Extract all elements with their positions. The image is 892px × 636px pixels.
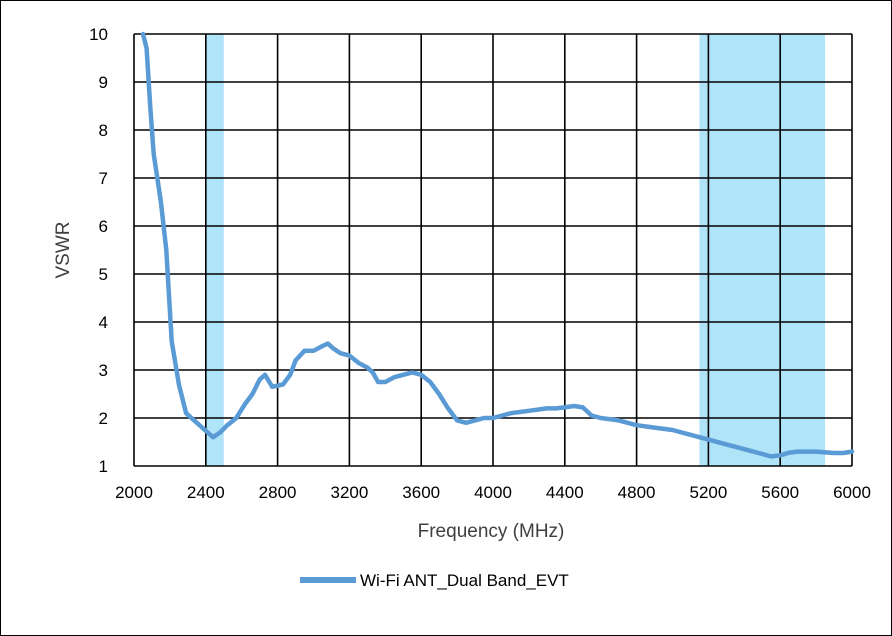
y-tick-label: 10 xyxy=(89,25,108,44)
x-tick-label: 4000 xyxy=(474,483,512,502)
y-tick-label: 3 xyxy=(99,361,108,380)
y-tick-label: 8 xyxy=(99,121,108,140)
y-tick-label: 5 xyxy=(99,265,108,284)
y-tick-label: 4 xyxy=(99,313,108,332)
x-tick-label: 4800 xyxy=(618,483,656,502)
y-tick-label: 9 xyxy=(99,73,108,92)
grid-lines xyxy=(133,33,853,467)
frequency-band-1 xyxy=(205,34,224,466)
x-tick-label: 5200 xyxy=(689,483,727,502)
y-tick-label: 7 xyxy=(99,169,108,188)
series-line xyxy=(140,31,855,459)
legend-label: Wi-Fi ANT_Dual Band_EVT xyxy=(360,571,569,590)
legend: Wi-Fi ANT_Dual Band_EVT xyxy=(300,571,569,590)
x-tick-label: 4400 xyxy=(546,483,584,502)
x-tick-label: 3600 xyxy=(402,483,440,502)
x-tick-label: 5600 xyxy=(761,483,799,502)
frequency-band-2 xyxy=(699,34,826,466)
x-tick-label: 2400 xyxy=(187,483,225,502)
series-lines xyxy=(140,31,855,459)
x-tick-label: 2000 xyxy=(115,483,153,502)
y-axis-title: VSWR xyxy=(53,222,74,279)
y-tick-label: 2 xyxy=(99,409,108,428)
y-tick-label: 6 xyxy=(99,217,108,236)
x-axis-title: Frequency (MHz) xyxy=(418,521,565,542)
x-tick-label: 3200 xyxy=(330,483,368,502)
frequency-bands xyxy=(205,34,826,466)
x-tick-labels: 2000 2400 2800 3200 3600 4000 4400 4800 5200 5600… xyxy=(115,483,871,502)
y-tick-labels: 1 2 3 4 5 6 7 8 9 10 xyxy=(89,25,108,476)
y-tick-label: 1 xyxy=(99,457,108,476)
x-tick-label: 2800 xyxy=(259,483,297,502)
x-tick-label: 6000 xyxy=(833,483,871,502)
